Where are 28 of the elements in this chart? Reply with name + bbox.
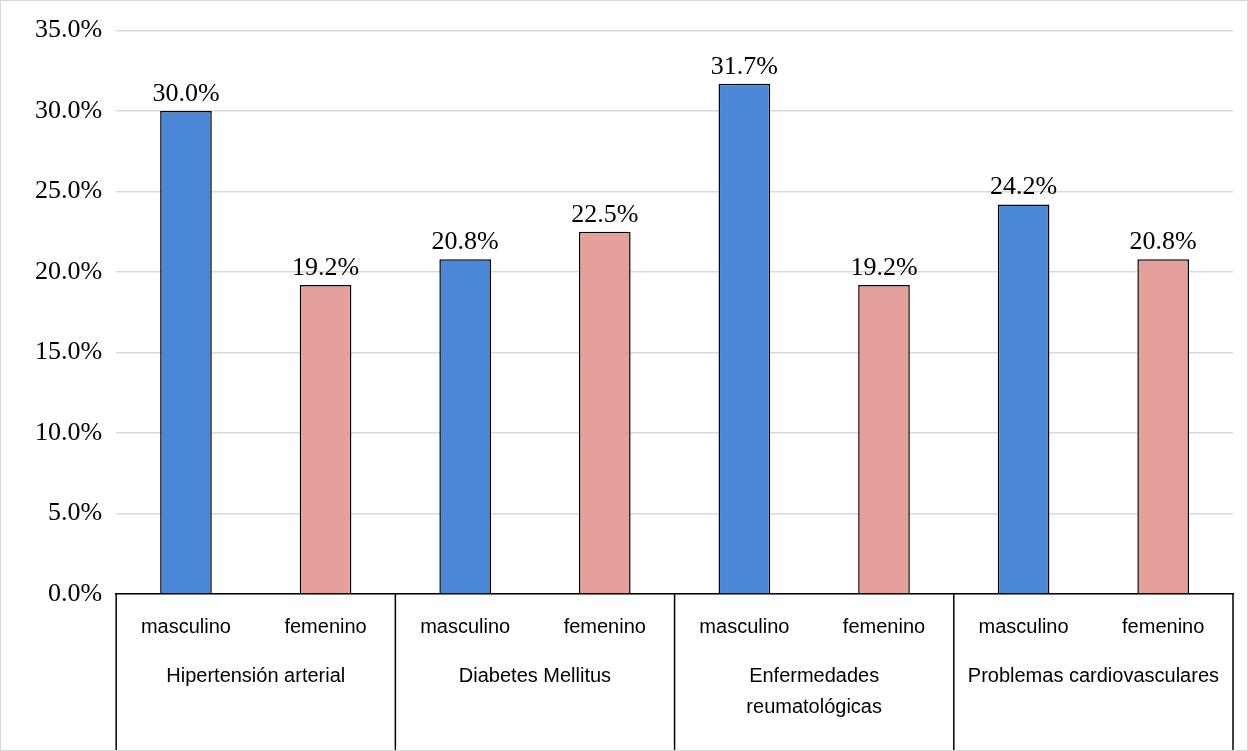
x-tick-label: Diabetes Mellitus [458, 663, 612, 686]
y-tick-label: 30.0% [34, 94, 103, 124]
text: femenino [284, 614, 367, 637]
data-label: 20.8% [431, 226, 499, 256]
y-tick-label: 25.0% [34, 175, 103, 205]
y-tick-label: 15.0% [34, 336, 103, 366]
text: masculino [699, 614, 790, 637]
text: femenino [1122, 614, 1205, 637]
y-tick-label: 5.0% [47, 497, 103, 527]
text: masculino [978, 614, 1069, 637]
data-label: 19.2% [291, 251, 360, 281]
y-tick-label: 0.0% [47, 577, 103, 607]
data-label: 24.2% [990, 171, 1058, 201]
series-label: masculino [140, 614, 231, 637]
data-label: 22.5% [571, 198, 639, 228]
data-label: 31.7% [710, 50, 778, 80]
data-label: 20.8% [1129, 226, 1197, 256]
text: masculino [420, 614, 511, 637]
y-tick-label: 20.0% [34, 255, 103, 285]
y-tick-label: 10.0% [34, 416, 103, 446]
data-label: 30.0% [152, 77, 220, 107]
x-tick-label: Enfermedades reumatológicas [746, 663, 882, 717]
y-tick-label: 35.0% [34, 14, 103, 44]
series-label: femenino [842, 614, 926, 637]
x-tick-label: Hipertensión arterial [166, 663, 346, 686]
text: femenino [563, 614, 646, 637]
x-tick-label: Problemas cardiovasculares [967, 663, 1220, 686]
data-label: 19.2% [850, 251, 918, 281]
